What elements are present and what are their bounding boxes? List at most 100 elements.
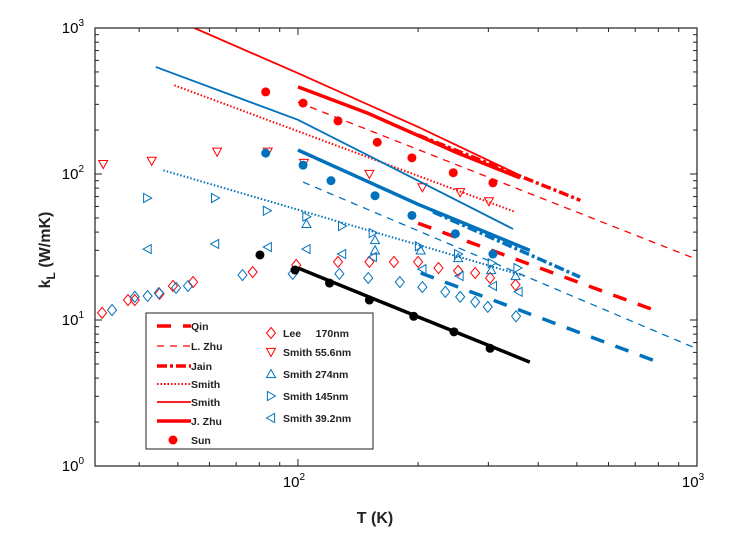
data-point — [452, 264, 464, 278]
data-point — [143, 192, 153, 204]
data-point — [455, 290, 466, 304]
series-line — [417, 221, 655, 312]
legend-item: Smith — [157, 397, 220, 409]
data-point — [484, 271, 496, 285]
legend-item: Smith — [157, 379, 220, 391]
data-point — [488, 178, 498, 188]
data-point — [364, 295, 374, 305]
data-point — [512, 286, 523, 298]
legend-item: Jain — [157, 361, 212, 373]
legend-marker-icon — [265, 368, 277, 379]
legend-item: Smith 145nm — [266, 390, 348, 403]
data-point — [450, 229, 460, 239]
data-point — [372, 137, 382, 147]
data-point — [364, 255, 375, 269]
legend-label: Smith 274nm — [283, 369, 348, 381]
data-point — [416, 263, 427, 275]
data-point — [487, 257, 498, 269]
series-j-zhu-blue- — [297, 148, 531, 252]
data-point — [487, 280, 498, 292]
data-point — [301, 218, 312, 229]
series-line — [297, 85, 521, 180]
data-point — [482, 300, 493, 314]
data-point — [453, 270, 464, 282]
data-point — [407, 210, 417, 220]
series-line — [297, 101, 697, 261]
legend-item: Smith 55.6nm — [265, 347, 351, 359]
legend-label: Lee 170nm — [283, 328, 349, 340]
series-lee-blue- — [106, 267, 522, 323]
legend-item: Smith 274nm — [265, 368, 348, 381]
legend-item: L. Zhu — [157, 341, 223, 353]
data-point — [367, 251, 377, 263]
data-point — [96, 306, 108, 320]
data-point — [237, 268, 248, 282]
series-lee-170nm — [96, 255, 521, 320]
data-point — [262, 241, 272, 253]
data-point — [325, 278, 335, 288]
plot-frame — [94, 27, 698, 467]
data-point — [388, 255, 400, 269]
legend-item: Sun — [168, 435, 211, 447]
y-tick-label: 103 — [62, 18, 85, 37]
data-point — [106, 303, 118, 317]
data-point — [170, 281, 182, 295]
legend-label: Smith — [191, 379, 220, 391]
data-point — [261, 87, 271, 97]
legend-label: Jain — [191, 361, 212, 373]
data-point — [337, 220, 348, 232]
series-sun — [261, 87, 498, 188]
data-point — [448, 168, 458, 178]
legend-marker-icon — [265, 347, 277, 358]
data-point — [470, 266, 481, 280]
legend: Qin L. Zhu Jain Smith Smith J. Zhu Sun Lee 170n… — [145, 312, 374, 450]
data-point — [409, 311, 419, 321]
data-point — [129, 290, 140, 304]
legend-item: Lee 170nm — [265, 326, 349, 340]
x-tick-label: 103 — [682, 472, 705, 491]
data-point — [449, 327, 459, 337]
series-line — [432, 210, 581, 279]
legend-item: J. Zhu — [157, 416, 222, 428]
data-point — [485, 264, 497, 275]
series-line — [155, 66, 514, 230]
data-point — [300, 243, 311, 255]
data-point — [369, 234, 381, 245]
legend-label: Qin — [191, 321, 209, 333]
legend-marker-icon — [265, 412, 276, 424]
data-point — [440, 285, 451, 299]
series-smith-39-2nm — [142, 238, 523, 298]
data-point — [368, 227, 379, 239]
y-tick-label: 101 — [62, 310, 85, 329]
data-point — [262, 205, 273, 217]
data-point — [510, 270, 521, 281]
data-point — [332, 255, 344, 269]
data-point — [153, 286, 164, 300]
legend-label: Smith 55.6nm — [283, 347, 351, 359]
legend-box — [145, 312, 374, 450]
data-point — [326, 176, 336, 186]
data-point — [370, 191, 380, 201]
data-point — [334, 267, 345, 281]
data-point — [211, 147, 223, 158]
legend-label: Smith 39.2nm — [283, 413, 351, 425]
data-point — [261, 148, 271, 158]
y-tick-label: 100 — [62, 456, 85, 475]
data-point — [142, 243, 152, 255]
legend-label: Smith — [191, 397, 220, 409]
data-point — [364, 169, 375, 180]
data-point — [255, 250, 265, 260]
legend-marker-icon — [168, 435, 178, 445]
data-point — [97, 159, 109, 170]
series-line — [173, 84, 516, 213]
data-point — [483, 197, 495, 207]
data-point — [412, 255, 424, 269]
series-qin — [417, 221, 655, 312]
data-point — [454, 188, 466, 198]
series-jain-blue- — [432, 210, 581, 279]
series-sun-blue- — [261, 148, 498, 259]
data-point — [211, 192, 221, 204]
data-point — [433, 261, 444, 275]
series-j-zhu — [297, 85, 521, 180]
